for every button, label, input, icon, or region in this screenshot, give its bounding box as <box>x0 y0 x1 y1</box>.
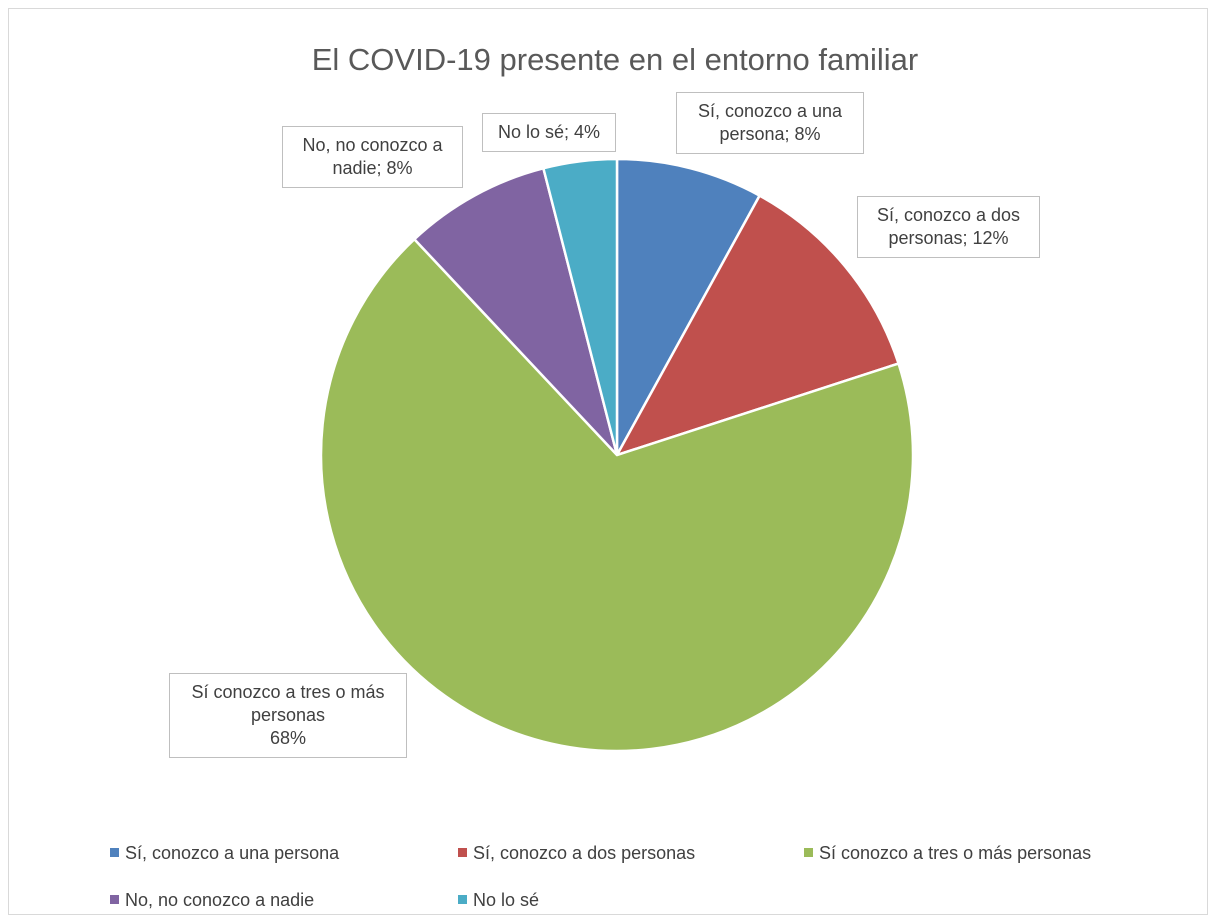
pie-slice <box>412 166 619 456</box>
legend-item: Sí conozco a tres o más personas <box>804 842 1091 864</box>
pie-slice <box>541 157 619 456</box>
legend-swatch <box>110 895 119 904</box>
pie-slice <box>614 193 901 458</box>
legend-label: No, no conozco a nadie <box>125 890 315 910</box>
legend-label: Sí, conozco a dos personas <box>473 843 696 863</box>
data-label: Sí conozco a tres o más personas 68% <box>169 673 407 758</box>
legend-swatch <box>458 895 467 904</box>
data-label: No, no conozco a nadie; 8% <box>282 126 463 188</box>
legend-item: Sí, conozco a una persona <box>110 842 339 864</box>
pie-slice <box>319 237 915 753</box>
legend-swatch <box>804 848 813 857</box>
data-label: Sí, conozco a dos personas; 12% <box>857 196 1040 258</box>
legend-label: Sí, conozco a una persona <box>125 843 340 863</box>
legend-item: No lo sé <box>458 889 539 911</box>
data-label: No lo sé; 4% <box>482 113 616 152</box>
legend-item: Sí, conozco a dos personas <box>458 842 695 864</box>
legend-label: Sí conozco a tres o más personas <box>819 843 1092 863</box>
legend-label: No lo sé <box>473 890 540 910</box>
data-label: Sí, conozco a una persona; 8% <box>676 92 864 154</box>
legend-swatch <box>458 848 467 857</box>
pie-slice <box>615 157 762 456</box>
chart-title: El COVID-19 presente en el entorno famil… <box>312 42 919 77</box>
legend-swatch <box>110 848 119 857</box>
legend-item: No, no conozco a nadie <box>110 889 314 911</box>
